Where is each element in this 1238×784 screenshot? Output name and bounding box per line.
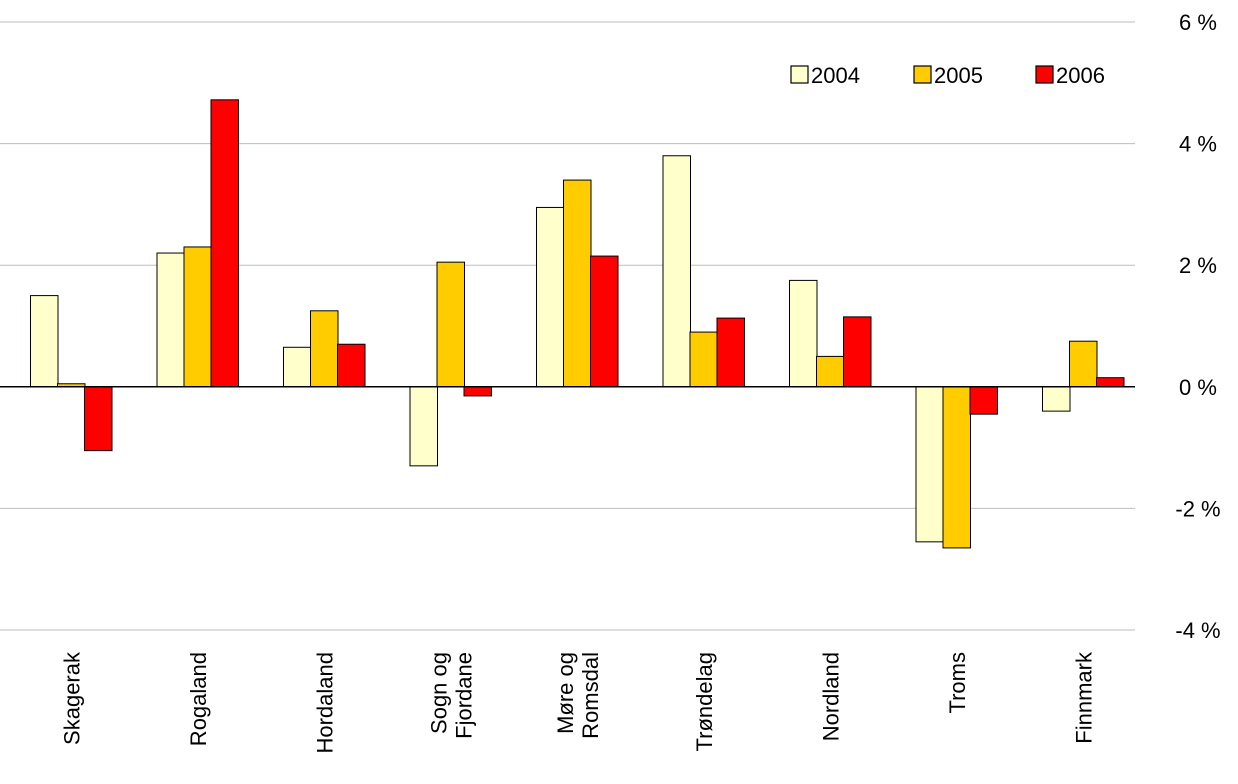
bar-2004-2 xyxy=(283,346,312,388)
category-label: Møre og xyxy=(553,652,578,734)
bar-2006-1 xyxy=(210,99,239,388)
bar-2006-2 xyxy=(337,343,366,388)
legend-label: 2005 xyxy=(934,63,983,88)
bar-2004-5 xyxy=(662,155,691,388)
category-label: Romsdal xyxy=(578,652,603,739)
category-labels: Skagerak Rogaland Hordaland Sogn og Fjordane… xyxy=(59,651,1096,754)
category-label: Troms xyxy=(945,652,970,714)
category-label: Nordland xyxy=(818,652,843,741)
bar-2005-6 xyxy=(816,355,845,388)
bar-2006-6 xyxy=(843,316,872,388)
y-tick-label: 0 % xyxy=(1179,375,1217,400)
bar-2006-4 xyxy=(590,255,619,388)
legend-swatch xyxy=(913,65,932,84)
legend-item-2004[interactable]: 2004 xyxy=(790,63,860,88)
y-tick-label: -4 % xyxy=(1175,618,1220,643)
bar-2005-1 xyxy=(183,246,212,388)
legend-item-2006[interactable]: 2006 xyxy=(1035,63,1105,88)
y-tick-label: -2 % xyxy=(1175,496,1220,521)
y-tick-label: 4 % xyxy=(1179,132,1217,157)
bars xyxy=(30,99,1125,549)
bar-2006-3 xyxy=(463,386,492,397)
bar-2006-0 xyxy=(84,386,113,452)
bar-2006-5 xyxy=(716,317,745,388)
bar-2005-8 xyxy=(1069,340,1098,388)
bar-2006-8 xyxy=(1096,377,1125,388)
bar-2004-8 xyxy=(1042,386,1071,412)
bar-2006-7 xyxy=(969,386,998,415)
legend[interactable]: 2004 2005 2006 xyxy=(790,63,1105,88)
category-label: Fjordane xyxy=(451,652,476,739)
category-label: Rogaland xyxy=(186,652,211,746)
bar-2005-4 xyxy=(563,179,592,388)
bar-2004-4 xyxy=(536,206,565,388)
bar-2004-6 xyxy=(789,279,818,388)
legend-item-2005[interactable]: 2005 xyxy=(913,63,983,88)
bar-2005-7 xyxy=(942,386,971,549)
category-label: Sogn og xyxy=(426,652,451,734)
category-label: Trøndelag xyxy=(692,652,717,751)
bar-2004-3 xyxy=(409,386,438,467)
y-tick-label: 6 % xyxy=(1179,10,1217,35)
bar-2004-0 xyxy=(30,295,59,388)
legend-label: 2006 xyxy=(1056,63,1105,88)
bar-2005-5 xyxy=(689,331,718,388)
category-label: Skagerak xyxy=(59,651,84,745)
legend-swatch xyxy=(1035,65,1054,84)
category-label: Hordaland xyxy=(312,652,337,754)
legend-swatch xyxy=(790,65,809,84)
bar-2005-3 xyxy=(436,261,465,388)
bar-2004-1 xyxy=(156,252,185,388)
y-tick-label: 2 % xyxy=(1179,253,1217,278)
legend-label: 2004 xyxy=(811,63,860,88)
bar-2005-2 xyxy=(310,310,339,388)
bar-2004-7 xyxy=(915,386,944,543)
y-tick-labels: 6 % 4 % 2 % 0 % -2 % -4 % xyxy=(1175,10,1220,643)
category-label: Finnmark xyxy=(1071,651,1096,744)
